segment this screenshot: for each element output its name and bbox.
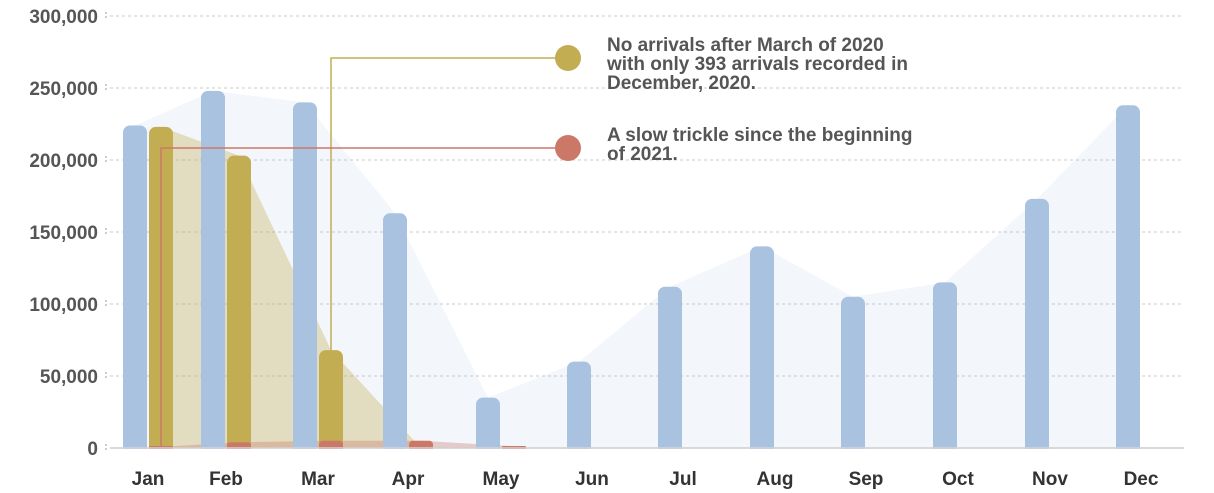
y-tick-label: 300,000	[29, 7, 98, 28]
bar-series-0-apr	[383, 213, 407, 454]
bar-series-0-jun	[567, 361, 591, 454]
x-tick-label-sep: Sep	[849, 469, 884, 490]
x-tick-label-nov: Nov	[1032, 469, 1068, 490]
y-tick-label: 150,000	[29, 223, 98, 244]
annotation-text-line: December, 2020.	[607, 73, 756, 94]
annotation-leader-line	[330, 57, 568, 351]
x-tick-label-oct: Oct	[942, 469, 974, 490]
x-tick-label-may: May	[483, 469, 520, 490]
x-tick-label-apr: Apr	[392, 469, 425, 490]
annotation-leader-line	[160, 147, 568, 446]
bar-series-0-jul	[658, 286, 682, 454]
bar-series-0-sep	[841, 296, 865, 454]
annotation-text-line: A slow trickle since the beginning	[607, 125, 912, 146]
x-tick-label-feb: Feb	[209, 469, 243, 490]
bar-series-0-oct	[933, 282, 957, 454]
y-tick-label: 50,000	[40, 367, 98, 388]
annotation-text-line: with only 393 arrivals recorded in	[606, 54, 908, 75]
y-tick-label: 100,000	[29, 295, 98, 316]
bar-series-1-mar	[319, 350, 343, 454]
annotation-marker	[555, 135, 581, 161]
x-tick-label-jun: Jun	[575, 469, 609, 490]
bar-series-1-feb	[227, 155, 251, 454]
bar-series-0-dec	[1116, 105, 1140, 454]
x-tick-label-jan: Jan	[132, 469, 165, 490]
x-tick-label-jul: Jul	[669, 469, 696, 490]
bar-series-0-mar	[293, 102, 317, 455]
bar-series-0-nov	[1025, 198, 1049, 454]
annotation-marker	[555, 45, 581, 71]
bar-series-0-aug	[750, 246, 774, 454]
series-area	[161, 126, 421, 448]
y-tick-label: 250,000	[29, 79, 98, 100]
x-tick-label-dec: Dec	[1124, 469, 1159, 490]
y-tick-label: 0	[87, 439, 98, 460]
annotation-text-line: of 2021.	[607, 144, 678, 165]
y-tick-label: 200,000	[29, 151, 98, 172]
baseline-mask	[110, 449, 1184, 457]
x-tick-label-aug: Aug	[757, 469, 794, 490]
annotation-text-line: No arrivals after March of 2020	[607, 35, 884, 56]
bar-series-0-may	[476, 397, 500, 454]
bar-series-0-jan	[123, 125, 147, 454]
bar-series-0-feb	[201, 90, 225, 454]
x-tick-label-mar: Mar	[301, 469, 335, 490]
